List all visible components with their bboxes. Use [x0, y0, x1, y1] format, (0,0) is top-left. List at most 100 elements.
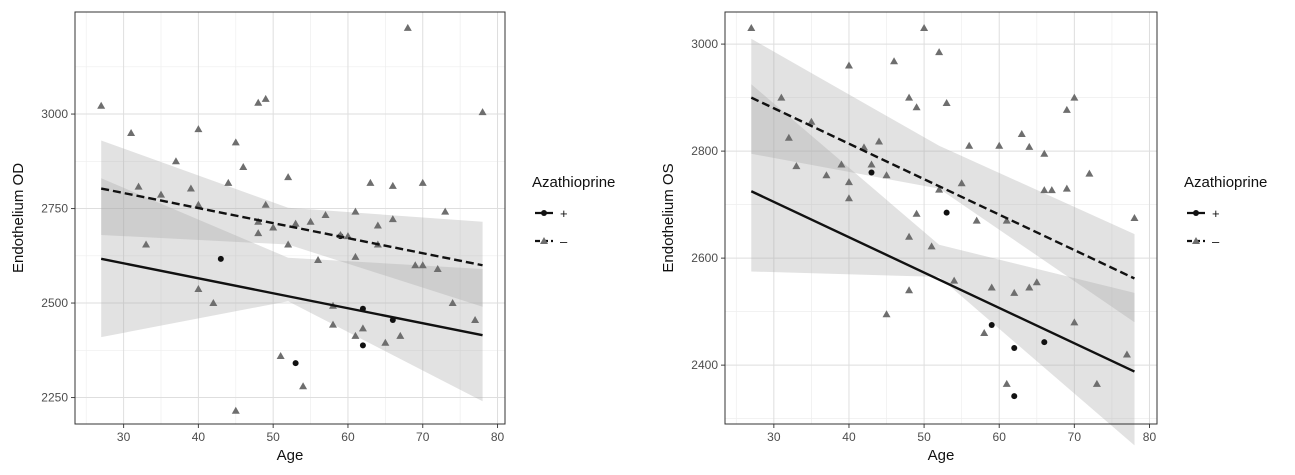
data-point-minus	[441, 207, 450, 215]
data-point-plus	[1041, 339, 1048, 346]
data-point-minus	[882, 171, 891, 179]
data-point-minus	[867, 160, 876, 168]
data-point-minus	[950, 276, 959, 284]
y-axis-title: Endothelium OS	[660, 163, 677, 272]
data-point-minus	[471, 316, 480, 324]
data-point-minus	[965, 141, 974, 149]
data-point-minus	[890, 57, 899, 65]
data-point-minus	[1122, 350, 1131, 358]
fit-line-plus	[100, 257, 483, 337]
data-point-minus	[905, 286, 914, 294]
data-point-minus	[1040, 149, 1049, 157]
data-point-minus	[1130, 214, 1139, 221]
data-point-minus	[291, 219, 300, 227]
data-point-minus	[912, 209, 921, 217]
data-point-minus	[284, 240, 293, 248]
data-point-minus	[980, 329, 989, 337]
data-point-minus	[822, 171, 831, 179]
data-point-minus	[957, 179, 966, 187]
data-point-minus	[1092, 379, 1101, 387]
plot-border	[724, 11, 1158, 425]
legend-label: +	[560, 206, 568, 221]
data-point-minus	[403, 23, 412, 31]
data-point-minus	[261, 200, 270, 208]
data-point-minus	[792, 162, 801, 170]
x-tick-label: 40	[842, 430, 856, 444]
data-point-minus	[844, 178, 853, 186]
legend-label: +	[1212, 206, 1220, 221]
data-point-minus	[1085, 169, 1094, 177]
data-point-minus	[366, 178, 375, 186]
x-tick-label: 70	[416, 430, 430, 444]
data-point-minus	[231, 138, 240, 146]
y-axis-title: Endothelium OD	[10, 163, 27, 273]
data-point-minus	[231, 406, 240, 414]
legend-key-marker	[1192, 237, 1200, 244]
x-tick-label: 60	[993, 430, 1007, 444]
confidence-band-plus	[751, 84, 1135, 446]
data-point-minus	[448, 299, 457, 307]
data-point-minus	[784, 133, 793, 141]
data-point-minus	[905, 232, 914, 240]
data-point-plus	[292, 360, 299, 367]
x-tick-label: 50	[917, 430, 931, 444]
data-point-minus	[844, 61, 853, 69]
data-point-minus	[1070, 318, 1079, 326]
data-point-minus	[224, 178, 233, 186]
legend-title: Azathioprine	[1184, 174, 1267, 191]
data-point-minus	[987, 283, 996, 291]
data-point-minus	[777, 93, 786, 101]
fit-line-plus	[750, 190, 1135, 373]
data-point-minus	[1025, 283, 1034, 291]
legend: Azathioprine + –	[1184, 174, 1267, 249]
y-tick-label: 2750	[41, 202, 68, 216]
data-point-minus	[194, 200, 203, 208]
x-tick-label: 30	[117, 430, 131, 444]
data-point-minus	[905, 93, 914, 101]
legend-key-marker	[541, 210, 547, 216]
data-point-minus	[351, 331, 360, 339]
data-point-minus	[927, 242, 936, 250]
data-point-minus	[1025, 142, 1034, 150]
data-point-minus	[314, 255, 323, 263]
legend-key-marker	[540, 237, 548, 244]
data-point-minus	[1010, 288, 1019, 296]
data-point-minus	[239, 162, 248, 170]
data-point-minus	[194, 285, 203, 293]
data-point-minus	[433, 265, 442, 273]
data-point-minus	[844, 194, 853, 202]
data-point-minus	[299, 382, 308, 390]
x-tick-label: 40	[192, 430, 206, 444]
data-point-minus	[194, 125, 203, 133]
data-point-minus	[1017, 129, 1026, 137]
data-point-minus	[920, 24, 929, 32]
data-point-plus	[868, 169, 875, 176]
data-point-minus	[261, 94, 270, 102]
x-tick-label: 30	[767, 430, 781, 444]
data-point-minus	[351, 207, 360, 215]
y-tick-label: 3000	[41, 107, 68, 121]
data-point-minus	[1062, 184, 1071, 192]
data-point-minus	[418, 178, 427, 186]
data-point-minus	[321, 210, 330, 218]
data-point-minus	[134, 182, 143, 190]
data-point-minus	[358, 324, 367, 332]
data-point-minus	[1040, 186, 1049, 194]
chart-panel-2: 30 40 50 60 70 80 2400 2600 2800 3000 Age Endotheli…	[660, 11, 1267, 464]
x-tick-label: 60	[341, 430, 355, 444]
data-point-minus	[1070, 93, 1079, 101]
data-point-plus	[988, 322, 995, 329]
y-tick-label: 2250	[41, 391, 68, 405]
x-tick-label: 80	[1143, 430, 1157, 444]
data-point-minus	[411, 261, 420, 269]
data-point-minus	[1062, 105, 1071, 113]
data-point-minus	[837, 160, 846, 168]
data-point-minus	[1032, 278, 1041, 286]
data-point-minus	[306, 217, 315, 225]
confidence-band-minus	[101, 140, 483, 307]
data-point-plus	[943, 209, 950, 216]
data-point-minus	[381, 338, 390, 346]
data-point-minus	[142, 240, 151, 248]
